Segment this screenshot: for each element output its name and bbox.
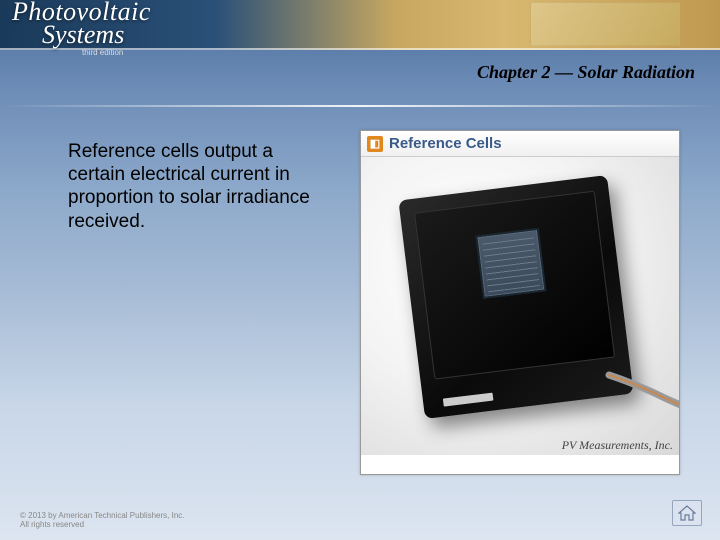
rights-line: All rights reserved [20, 521, 185, 530]
device-cable [599, 365, 679, 415]
header-solar-panel-graphic [530, 2, 680, 46]
home-button[interactable] [672, 500, 702, 526]
logo-line-2: Systems [42, 23, 151, 48]
home-icon [678, 505, 696, 521]
figure-icon: ◧ [367, 136, 383, 152]
solar-cell [475, 228, 546, 299]
figure-image: PV Measurements, Inc. [361, 157, 679, 455]
device-label-sticker [443, 393, 494, 407]
footer-copyright: © 2013 by American Technical Publishers,… [20, 512, 185, 530]
figure-credit: PV Measurements, Inc. [562, 438, 673, 453]
figure-title: Reference Cells [389, 135, 502, 152]
header: Photovoltaic Systems third edition Chapt… [0, 0, 720, 70]
logo: Photovoltaic Systems third edition [12, 0, 151, 57]
body-text: Reference cells output a certain electri… [20, 130, 335, 500]
divider-line [0, 105, 720, 107]
figure-frame: ◧ Reference Cells PV Measurements, Inc. [360, 130, 680, 475]
content-area: Reference cells output a certain electri… [0, 130, 720, 500]
figure-header: ◧ Reference Cells [361, 131, 679, 157]
edition-text: third edition [82, 48, 151, 57]
chapter-title: Chapter 2 — Solar Radiation [477, 62, 695, 83]
